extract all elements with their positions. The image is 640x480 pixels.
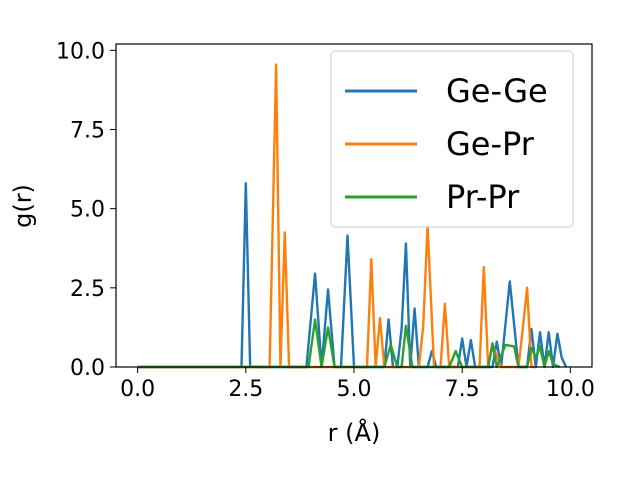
x-axis-label: r (Å) (328, 418, 381, 447)
x-tick-label: 10.0 (546, 377, 595, 402)
x-tick-label: 0.0 (120, 377, 155, 402)
x-tick-label: 7.5 (445, 377, 480, 402)
y-axis-label: g(r) (9, 184, 37, 228)
x-tick-label: 2.5 (228, 377, 263, 402)
series-line-ge-ge (137, 182, 568, 369)
y-tick-label: 7.5 (70, 119, 105, 144)
y-tick-label: 0.0 (70, 356, 105, 381)
legend-label-pr-pr: Pr-Pr (446, 178, 520, 216)
y-tick-label: 5.0 (70, 198, 105, 223)
x-axis: 0.0 2.5 5.0 7.5 10.0 (120, 367, 595, 402)
y-tick-label: 10.0 (56, 39, 105, 64)
x-tick-label: 5.0 (337, 377, 372, 402)
legend-box (330, 50, 574, 228)
legend-label-ge-ge: Ge-Ge (446, 72, 548, 110)
y-axis: 0.0 2.5 5.0 7.5 10.0 (56, 39, 116, 381)
legend: Ge-Ge Ge-Pr Pr-Pr (330, 50, 574, 228)
legend-label-ge-pr: Ge-Pr (446, 125, 535, 163)
y-tick-label: 2.5 (70, 277, 105, 302)
